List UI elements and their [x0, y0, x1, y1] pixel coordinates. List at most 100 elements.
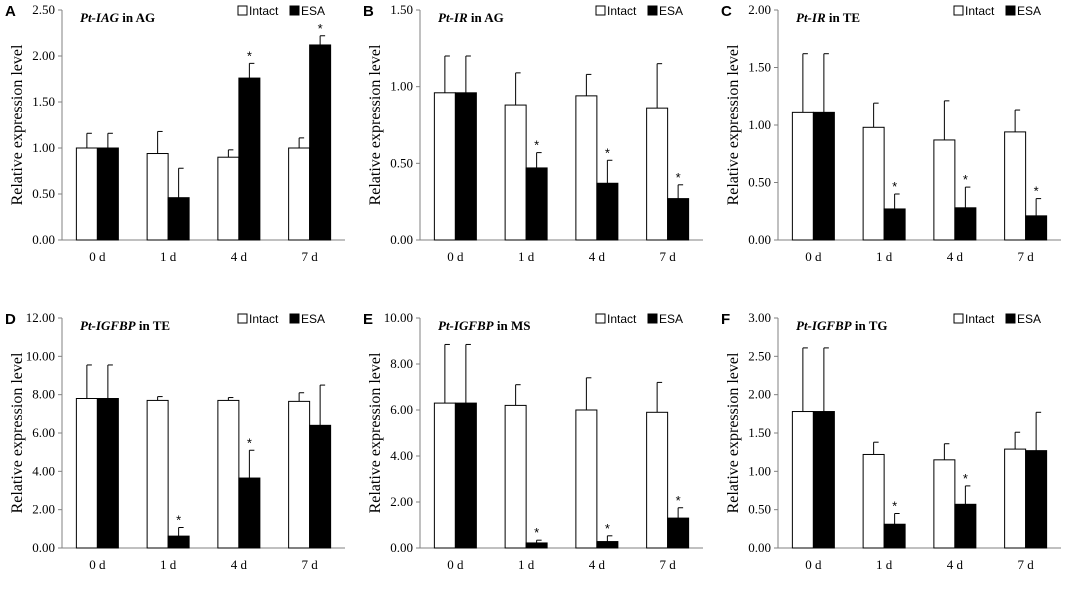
bar-esa-0d — [812, 111, 835, 241]
legend-label-esa: ESA — [1017, 312, 1041, 326]
panel-e: E Relative expression level 0.00 2.00 4.00 6.… — [363, 310, 703, 572]
x-tick-label: 1 d — [160, 249, 177, 264]
bar-intact-0d — [433, 92, 456, 241]
panel-title-gene: Pt-IAG — [80, 10, 120, 25]
bar-intact-7d — [1004, 448, 1027, 549]
significance-star: * — [963, 172, 968, 187]
bar-intact-0d — [75, 398, 98, 549]
legend-label-intact: Intact — [607, 4, 637, 18]
legend-swatch-esa — [1005, 5, 1016, 16]
legend-swatch-intact — [953, 313, 964, 324]
bar-intact-7d — [646, 411, 669, 549]
y-tick-label: 8.00 — [32, 387, 55, 402]
panel-title: Pt-IAG in AG — [80, 10, 155, 25]
legend: Intact ESA — [237, 312, 325, 326]
y-tick-label: 0.00 — [390, 540, 413, 555]
bar-intact-4d — [217, 156, 240, 241]
bar-intact-1d — [146, 153, 169, 241]
y-tick-label: 1.50 — [32, 94, 55, 109]
bar-esa-1d — [525, 542, 548, 549]
y-tick-label: 12.00 — [26, 310, 55, 325]
legend: Intact ESA — [953, 4, 1041, 18]
bar-intact-7d — [288, 147, 311, 241]
y-tick-label: 1.00 — [32, 140, 55, 155]
bar-esa-1d — [525, 167, 548, 241]
y-tick-label: 2.00 — [748, 2, 771, 17]
x-tick-label: 4 d — [589, 557, 606, 572]
x-tick-label: 4 d — [947, 249, 964, 264]
bar-intact-4d — [575, 95, 598, 241]
panel-title-gene: Pt-IGFBP — [438, 318, 495, 333]
x-tick-label: 7 d — [660, 557, 677, 572]
panel-b: B Relative expression level 0.00 0.50 1.00 1.… — [363, 2, 703, 264]
panel-letter: C — [721, 3, 732, 20]
panel-letter: F — [721, 311, 730, 328]
bar-intact-7d — [1004, 131, 1027, 241]
bar-esa-7d — [309, 424, 332, 549]
panel-title-tissue: in AG — [468, 10, 504, 25]
panel-title: Pt-IGFBP in TE — [80, 318, 170, 333]
bar-intact-0d — [433, 402, 456, 549]
bar-esa-0d — [96, 398, 119, 549]
y-tick-label: 10.00 — [26, 348, 55, 363]
panel-title-gene: Pt-IGFBP — [796, 318, 853, 333]
panel-f: F Relative expression level 0.00 0.50 1.00 1.… — [721, 310, 1061, 572]
bar-esa-0d — [812, 411, 835, 549]
y-tick-label: 0.50 — [748, 175, 771, 190]
bar-esa-0d — [96, 147, 119, 241]
y-tick-label: 0.00 — [748, 540, 771, 555]
bar-esa-1d — [883, 208, 906, 241]
legend-swatch-intact — [595, 5, 606, 16]
bar-intact-4d — [933, 459, 956, 549]
x-tick-label: 7 d — [1018, 249, 1035, 264]
bar-intact-7d — [646, 107, 669, 241]
legend-swatch-intact — [595, 313, 606, 324]
y-tick-label: 2.00 — [32, 48, 55, 63]
legend-label-intact: Intact — [607, 312, 637, 326]
legend-label-esa: ESA — [659, 312, 683, 326]
x-tick-label: 4 d — [231, 249, 248, 264]
bar-esa-4d — [954, 207, 977, 241]
significance-star: * — [534, 138, 539, 153]
bar-esa-4d — [238, 477, 261, 549]
legend-swatch-esa — [289, 5, 300, 16]
y-axis-label: Relative expression level — [9, 352, 26, 513]
x-tick-label: 1 d — [518, 557, 535, 572]
bar-esa-1d — [167, 197, 190, 241]
y-tick-label: 6.00 — [32, 425, 55, 440]
bar-intact-0d — [75, 147, 98, 241]
panel-title-tissue: in TE — [826, 10, 860, 25]
y-tick-label: 4.00 — [32, 463, 55, 478]
legend-label-intact: Intact — [965, 312, 995, 326]
significance-star: * — [963, 471, 968, 486]
x-tick-label: 1 d — [518, 249, 535, 264]
legend-swatch-esa — [647, 5, 658, 16]
legend-label-esa: ESA — [301, 4, 325, 18]
y-tick-label: 8.00 — [390, 356, 413, 371]
bar-intact-4d — [933, 139, 956, 241]
y-tick-label: 1.50 — [748, 425, 771, 440]
x-tick-label: 0 d — [89, 557, 106, 572]
y-tick-label: 2.00 — [748, 387, 771, 402]
legend-swatch-intact — [953, 5, 964, 16]
x-tick-label: 7 d — [302, 249, 319, 264]
significance-star: * — [247, 48, 252, 63]
bar-intact-0d — [791, 111, 814, 241]
legend-label-esa: ESA — [301, 312, 325, 326]
panel-title-tissue: in AG — [119, 10, 155, 25]
y-axis-label: Relative expression level — [725, 44, 742, 205]
x-tick-label: 0 d — [447, 557, 464, 572]
x-tick-label: 0 d — [805, 557, 822, 572]
bar-intact-0d — [791, 411, 814, 549]
significance-star: * — [318, 21, 323, 36]
panel-letter: E — [363, 311, 373, 328]
legend-swatch-intact — [237, 5, 248, 16]
panel-title-tissue: in MS — [494, 318, 531, 333]
y-axis-label: Relative expression level — [367, 352, 384, 513]
y-tick-label: 0.50 — [32, 186, 55, 201]
y-tick-label: 1.00 — [748, 117, 771, 132]
legend-swatch-intact — [237, 313, 248, 324]
y-tick-label: 10.00 — [384, 310, 413, 325]
panel-title-tissue: in TG — [852, 318, 888, 333]
bar-intact-1d — [504, 104, 527, 241]
